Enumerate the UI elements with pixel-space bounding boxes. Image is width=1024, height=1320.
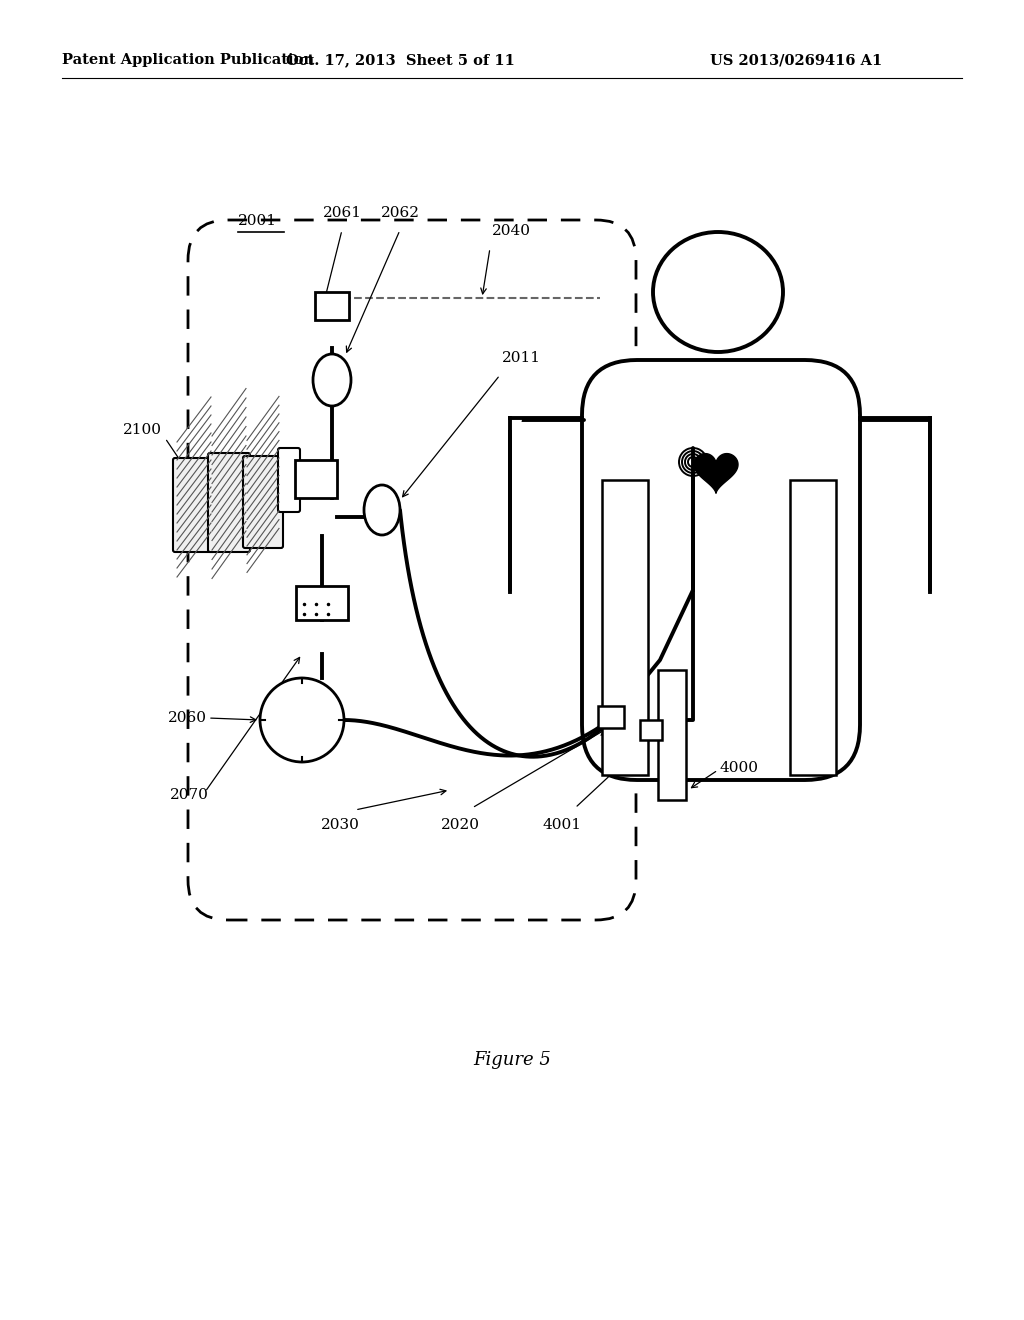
FancyBboxPatch shape bbox=[598, 706, 624, 729]
Text: 2030: 2030 bbox=[321, 818, 359, 832]
FancyBboxPatch shape bbox=[658, 671, 686, 800]
Polygon shape bbox=[694, 454, 738, 494]
Text: 2061: 2061 bbox=[323, 206, 361, 220]
Ellipse shape bbox=[313, 354, 351, 407]
FancyBboxPatch shape bbox=[582, 360, 860, 780]
Ellipse shape bbox=[364, 484, 400, 535]
Text: 2062: 2062 bbox=[381, 206, 420, 220]
Text: 4001: 4001 bbox=[543, 818, 582, 832]
FancyBboxPatch shape bbox=[498, 407, 522, 430]
FancyBboxPatch shape bbox=[790, 480, 836, 775]
FancyBboxPatch shape bbox=[640, 719, 662, 741]
Text: US 2013/0269416 A1: US 2013/0269416 A1 bbox=[710, 53, 883, 67]
Text: 2001: 2001 bbox=[238, 214, 278, 228]
Text: 2060: 2060 bbox=[168, 711, 207, 725]
Text: 2070: 2070 bbox=[170, 788, 209, 803]
FancyBboxPatch shape bbox=[173, 458, 215, 552]
Text: 2020: 2020 bbox=[440, 818, 479, 832]
Circle shape bbox=[260, 678, 344, 762]
Text: Oct. 17, 2013  Sheet 5 of 11: Oct. 17, 2013 Sheet 5 of 11 bbox=[286, 53, 514, 67]
Text: 4000: 4000 bbox=[720, 762, 759, 775]
FancyBboxPatch shape bbox=[208, 453, 250, 552]
Text: Figure 5: Figure 5 bbox=[473, 1051, 551, 1069]
Text: 2100: 2100 bbox=[123, 422, 162, 437]
FancyBboxPatch shape bbox=[295, 459, 337, 498]
FancyBboxPatch shape bbox=[315, 292, 349, 319]
FancyBboxPatch shape bbox=[296, 586, 348, 620]
FancyBboxPatch shape bbox=[602, 480, 648, 775]
FancyBboxPatch shape bbox=[278, 447, 300, 512]
Text: Patent Application Publication: Patent Application Publication bbox=[62, 53, 314, 67]
FancyBboxPatch shape bbox=[243, 455, 283, 548]
Text: 2011: 2011 bbox=[502, 351, 541, 366]
Text: 2040: 2040 bbox=[492, 224, 531, 238]
